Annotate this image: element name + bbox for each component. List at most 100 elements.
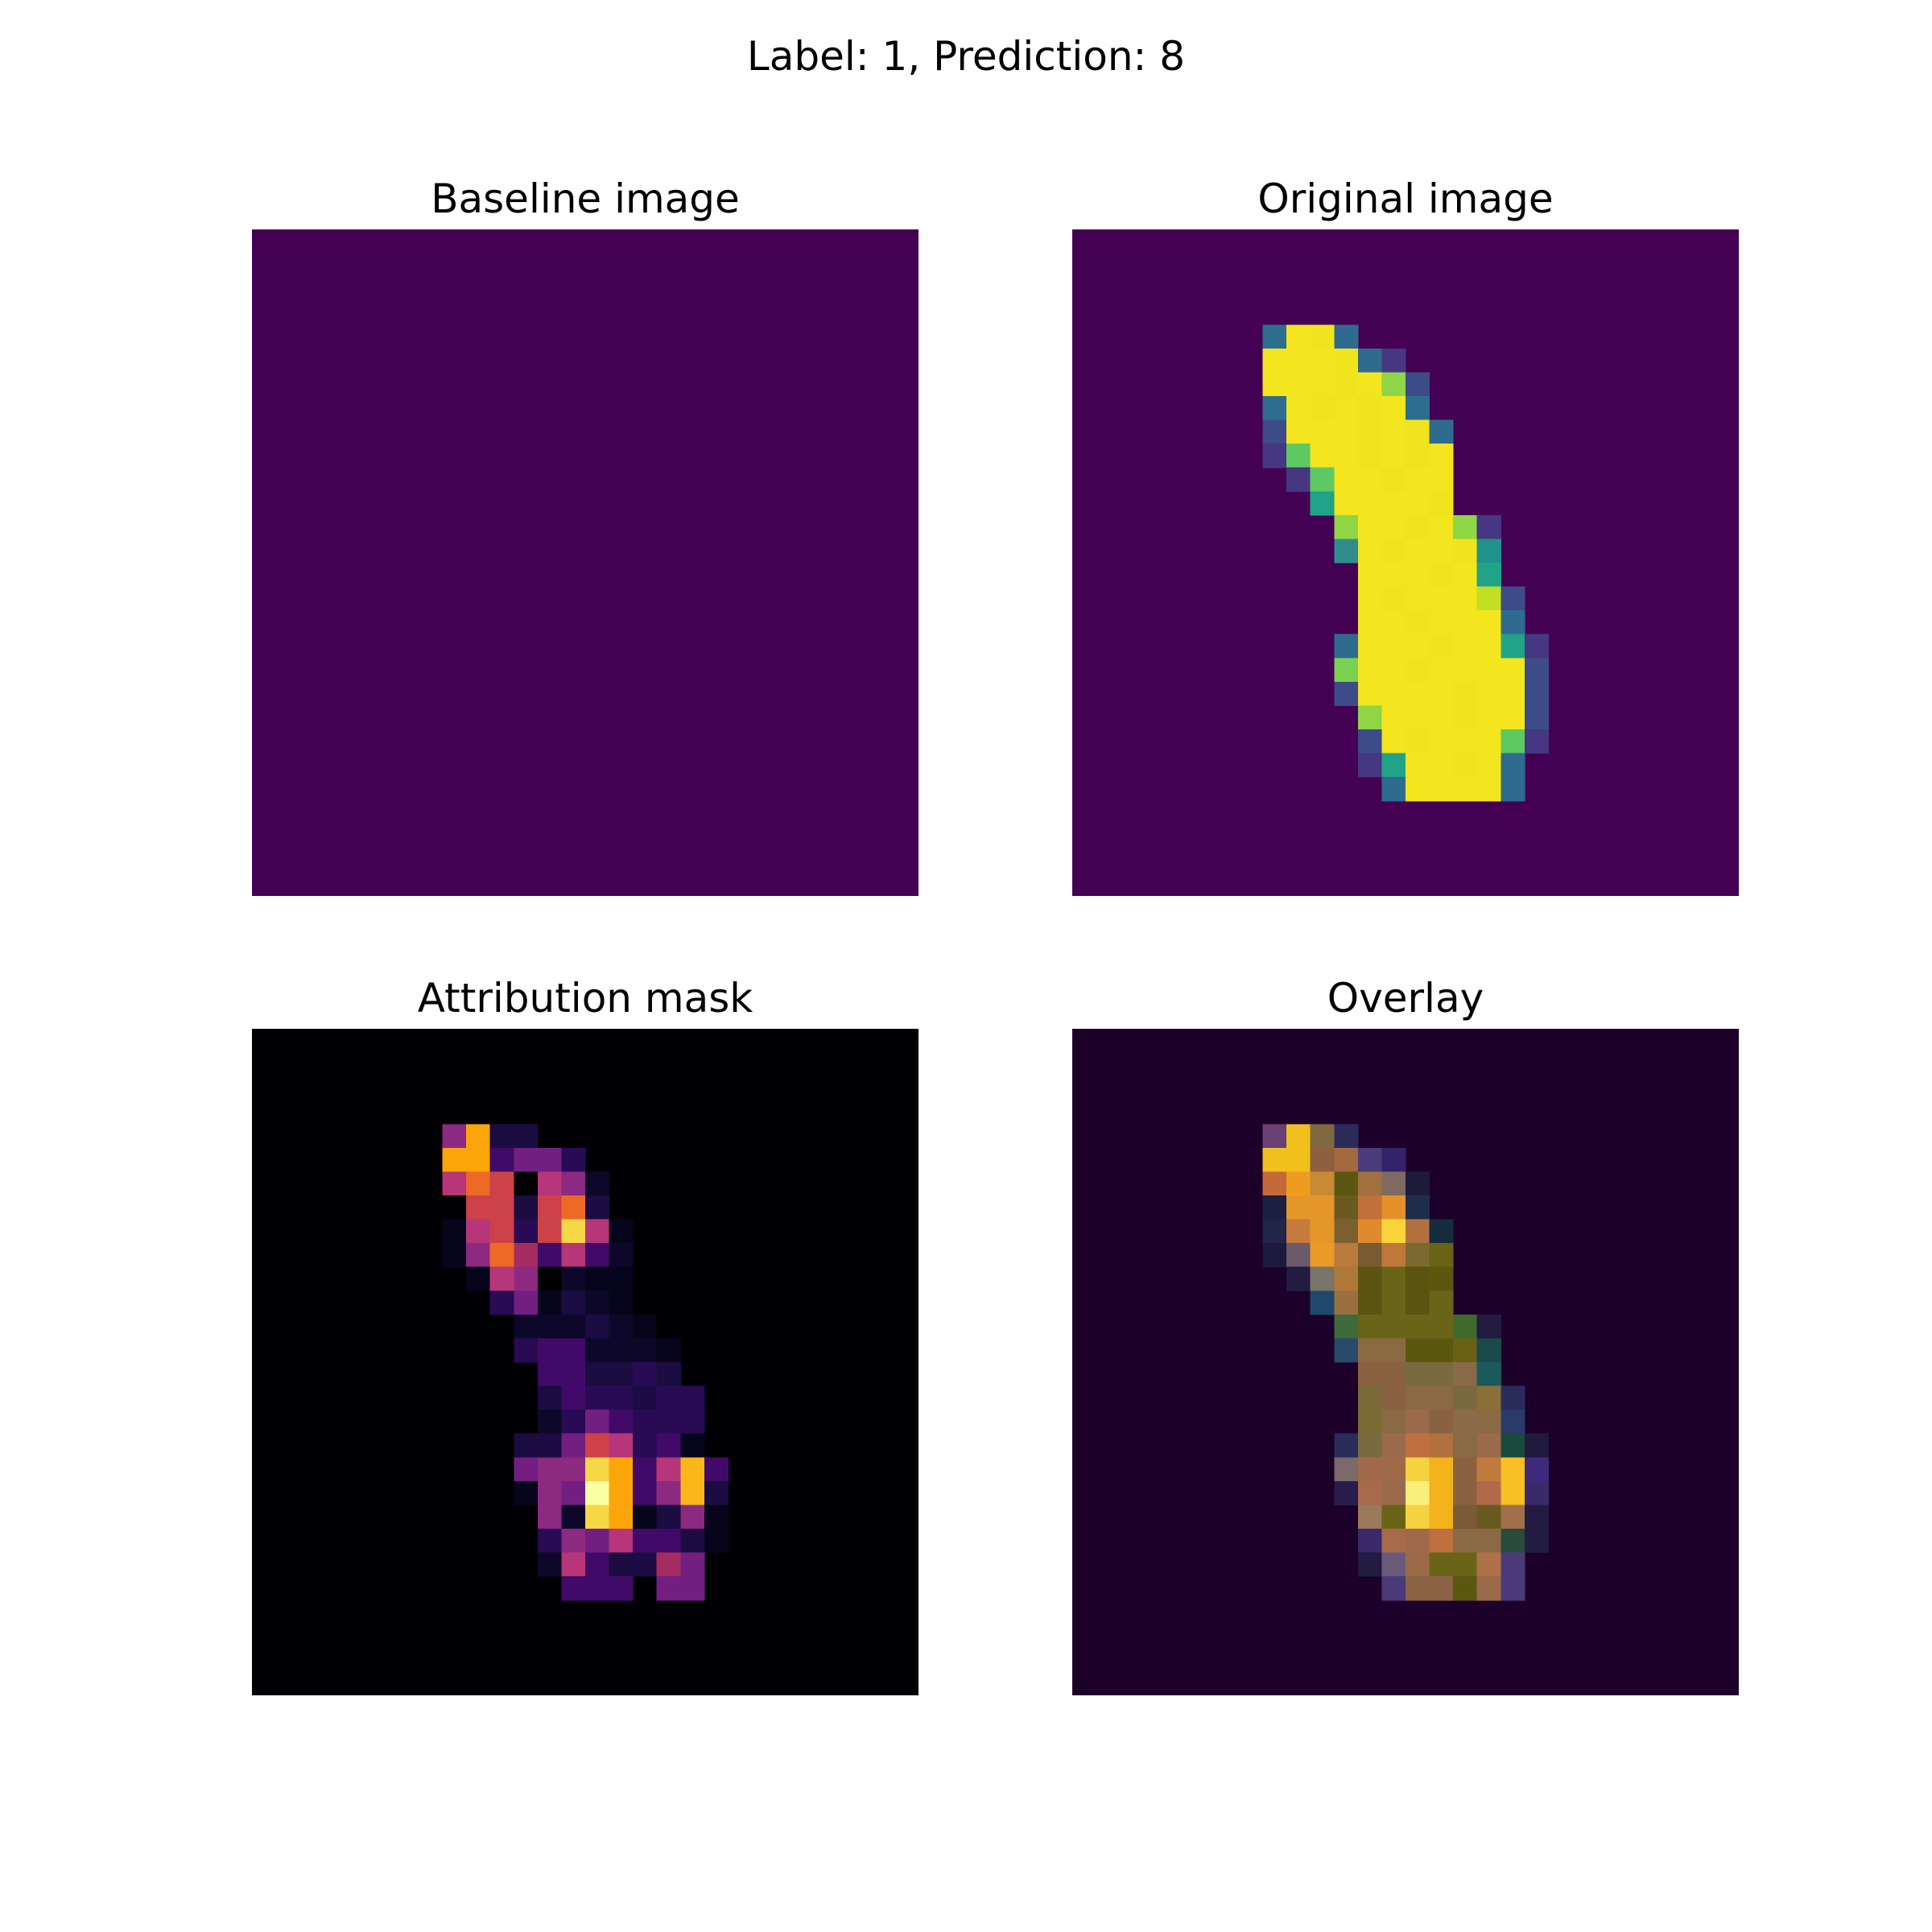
panel-attribution-mask: Attribution mask [252, 972, 919, 1695]
heatmap-cell [1406, 1457, 1430, 1482]
heatmap-cell [1262, 396, 1287, 421]
heatmap-cell [561, 1195, 586, 1220]
heatmap-cell [561, 1266, 586, 1291]
heatmap-cell [609, 1290, 634, 1315]
heatmap-cell [609, 1505, 634, 1530]
heatmap-cell [1310, 1243, 1335, 1268]
heatmap-cell [1381, 729, 1406, 754]
heatmap-cell [1476, 1385, 1501, 1410]
heatmap-cell [609, 1529, 634, 1554]
heatmap-cell [609, 1576, 634, 1601]
heatmap-cell [1501, 777, 1525, 802]
heatmap-cell [1476, 586, 1501, 611]
heatmap-cell [585, 1171, 610, 1196]
heatmap-cell [1429, 514, 1454, 540]
heatmap-cell [1429, 753, 1454, 778]
heatmap-cell [1429, 419, 1454, 444]
heatmap-cell [561, 1457, 586, 1482]
heatmap-cell [537, 1266, 563, 1291]
heatmap-cell [1524, 1529, 1550, 1554]
heatmap-cell [466, 1171, 491, 1196]
heatmap-cell [1429, 491, 1454, 516]
heatmap-cell [1429, 1338, 1454, 1363]
heatmap-cell [1381, 1457, 1406, 1482]
heatmap-cell [1286, 1219, 1311, 1244]
heatmap-cell [1334, 348, 1359, 374]
heatmap-cell [442, 1219, 467, 1244]
heatmap-cell [561, 1529, 586, 1554]
heatmap-cell [489, 1171, 514, 1196]
heatmap-cell [1334, 1266, 1359, 1291]
heatmap-cell [1286, 1266, 1311, 1291]
heatmap-cell [561, 1505, 586, 1530]
heatmap-cell [1501, 1457, 1525, 1482]
heatmap-cell [633, 1505, 658, 1530]
heatmap-cell [1262, 419, 1287, 444]
figure-title: Label: 1, Prediction: 8 [746, 33, 1186, 80]
heatmap-cell [1357, 1552, 1383, 1577]
heatmap-cell [1406, 1385, 1430, 1410]
heatmap-cell [1476, 1552, 1501, 1577]
heatmap-cell [514, 1457, 539, 1482]
heatmap-cell [1357, 1314, 1383, 1340]
heatmap-cell [1476, 777, 1501, 802]
heatmap-cell [1476, 610, 1501, 635]
heatmap-cell [1357, 1410, 1383, 1435]
heatmap-cell [1310, 396, 1335, 421]
heatmap-cell [1429, 610, 1454, 635]
heatmap-cell [1357, 1290, 1383, 1315]
heatmap-cell [1406, 1243, 1430, 1268]
heatmap-cell [585, 1195, 610, 1220]
heatmap-cell [489, 1266, 514, 1291]
heatmap-cell [633, 1362, 658, 1387]
heatmap-cell [1334, 1338, 1359, 1363]
heatmap-cell [1381, 1266, 1406, 1291]
heatmap-cell [561, 1314, 586, 1340]
heatmap-cell [1381, 1243, 1406, 1268]
heatmap-cell [1476, 1505, 1501, 1530]
heatmap-cell [1406, 729, 1430, 754]
heatmap-cell [1406, 1552, 1430, 1577]
heatmap-cell [633, 1314, 658, 1340]
heatmap-cell [537, 1410, 563, 1435]
heatmap-cell [1381, 467, 1406, 492]
heatmap-cell [1406, 1195, 1430, 1220]
heatmap-cell [633, 1552, 658, 1577]
heatmap-cell [1262, 444, 1287, 469]
heatmap-cell [1357, 1457, 1383, 1482]
heatmap-cell [1381, 1433, 1406, 1458]
heatmap-cell [489, 1124, 514, 1149]
heatmap-cell [656, 1314, 681, 1340]
heatmap-cell [1357, 514, 1383, 540]
heatmap-cell [1381, 1171, 1406, 1196]
heatmap-cell [1476, 753, 1501, 778]
heatmap-cell [1476, 1410, 1501, 1435]
heatmap-cell [1357, 539, 1383, 564]
heatmap-cell [1429, 658, 1454, 683]
heatmap-cell [1286, 348, 1311, 374]
heatmap-cell [1357, 1266, 1383, 1291]
heatmap-cell [656, 1552, 681, 1577]
heatmap-cell [1381, 1362, 1406, 1387]
heatmap-cell [1453, 1362, 1478, 1387]
heatmap-cell [537, 1505, 563, 1530]
heatmap-cell [585, 1314, 610, 1340]
heatmap-cell [609, 1433, 634, 1458]
heatmap-cell [585, 1338, 610, 1363]
heatmap-cell [514, 1243, 539, 1268]
heatmap-cell [680, 1410, 705, 1435]
heatmap-cell [1501, 1433, 1525, 1458]
heatmap-cell [1381, 539, 1406, 564]
heatmap-cell [1334, 1219, 1359, 1244]
heatmap-cell [1310, 1171, 1335, 1196]
heatmap-cell [1406, 586, 1430, 611]
heatmap-cell [1262, 1171, 1287, 1196]
heatmap-cell [1476, 1457, 1501, 1482]
heatmap-cell [609, 1219, 634, 1244]
heatmap-cell [704, 1480, 729, 1506]
heatmap-cell [1357, 705, 1383, 730]
heatmap-cell [1429, 444, 1454, 469]
heatmap-cell [1406, 491, 1430, 516]
heatmap-cell [585, 1552, 610, 1577]
heatmap-cell [1429, 777, 1454, 802]
